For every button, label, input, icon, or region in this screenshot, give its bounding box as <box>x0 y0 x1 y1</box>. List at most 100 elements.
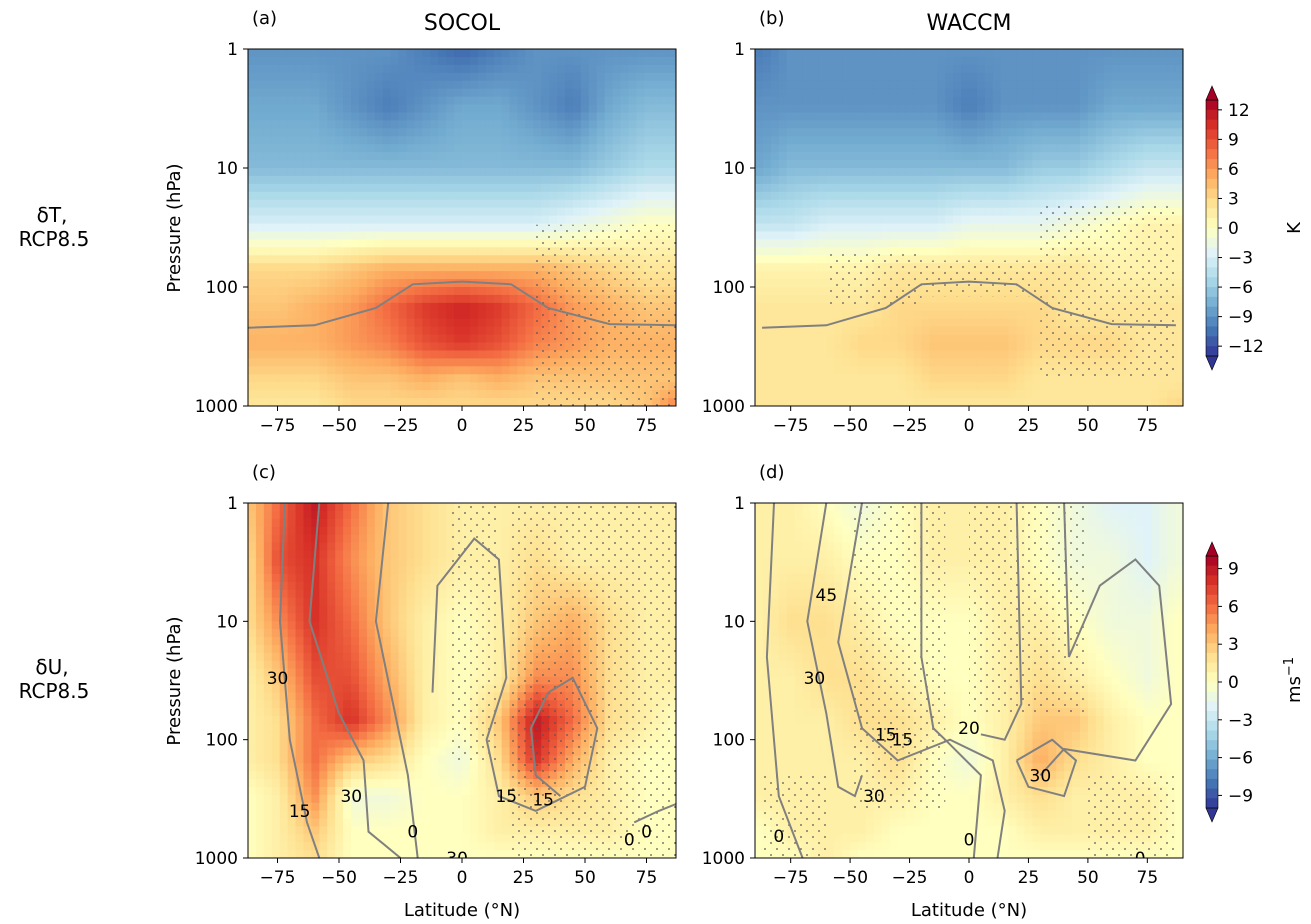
row-label-dT-line1: δT, <box>37 203 68 227</box>
contour-label: 15 <box>495 787 517 807</box>
y-tick-label: 100 <box>713 731 745 751</box>
row-label-dT-line2: RCP8.5 <box>19 227 90 251</box>
x-tick-label: 0 <box>964 416 975 436</box>
row-label-dU-line2: RCP8.5 <box>19 679 90 703</box>
contour-label: 0 <box>1135 849 1146 869</box>
contour-label: 15 <box>875 725 897 745</box>
x-tick-label: −75 <box>260 868 296 888</box>
colorbar-extend-max <box>1205 541 1219 557</box>
x-tick-label: 25 <box>513 416 535 436</box>
tropopause-contour <box>762 280 1176 329</box>
jet-contour <box>308 503 402 858</box>
contour-label: 15 <box>892 731 914 751</box>
colorbar-tick-label: 0 <box>1228 219 1239 239</box>
y-tick-label: 1000 <box>702 849 745 869</box>
contour-label: 0 <box>624 831 635 851</box>
jet-contour <box>374 503 419 858</box>
colorbar-tick-label: 9 <box>1228 130 1239 150</box>
y-tick-label: 1 <box>734 494 745 514</box>
x-tick-label: 50 <box>574 868 596 888</box>
panel-b: −75 −50 −25 0 25 50 75 1 10 100 1000 <box>702 40 1184 436</box>
y-tick-label: 1000 <box>195 849 238 869</box>
contour-label: 0 <box>407 823 418 843</box>
colorbar-extend-max <box>1205 85 1219 101</box>
colorbar-unit-K: K <box>1284 221 1305 234</box>
x-tick-label: −25 <box>383 868 419 888</box>
colorbar-tick-label: −9 <box>1228 786 1253 806</box>
x-tick-label: 75 <box>1137 868 1159 888</box>
x-tick-label: −25 <box>892 416 928 436</box>
colorbar-tick-label: 9 <box>1228 560 1239 580</box>
stippling-region <box>1040 203 1176 380</box>
x-tick-label: 50 <box>1077 868 1099 888</box>
stippling-region <box>762 775 827 858</box>
y-tick-label: 1 <box>734 40 745 60</box>
colorbar-extend-min <box>1205 355 1219 371</box>
title-socol: SOCOL <box>424 11 501 36</box>
contour-label: 20 <box>958 719 980 739</box>
row-label-dU-line1: δU, <box>35 655 68 679</box>
y-tick-label: 10 <box>723 612 745 632</box>
jet-contour <box>806 503 863 798</box>
panel-a: −75 −50 −25 0 25 50 75 1 10 100 1000 <box>195 40 677 436</box>
y-tick-label: 10 <box>216 159 238 179</box>
x-tick-label: −50 <box>321 868 357 888</box>
x-tick-label: −50 <box>832 416 868 436</box>
y-tick-label: 1000 <box>195 397 238 417</box>
panel-label-b: (b) <box>759 8 784 29</box>
y-tick-label: 10 <box>216 612 238 632</box>
y-tick-label: 100 <box>206 731 238 751</box>
contour-label: 15 <box>289 802 311 822</box>
y-tick-label: 1000 <box>702 397 745 417</box>
x-tick-label: 50 <box>1077 416 1099 436</box>
panel-label-d: (d) <box>759 462 784 483</box>
ylabel-bottom: Pressure (hPa) <box>164 616 185 745</box>
colorbar-tick-label: 6 <box>1228 597 1239 617</box>
contour-label: 0 <box>773 827 784 847</box>
colorbar-tick-label: 3 <box>1228 635 1239 655</box>
x-tick-label: 0 <box>457 868 468 888</box>
stippling-region <box>449 503 499 761</box>
colorbar-1: 9 6 3 0 −3 −6 −9 <box>1205 541 1253 823</box>
ylabel-top: Pressure (hPa) <box>164 163 185 292</box>
colorbar-tick-label: −6 <box>1228 749 1253 769</box>
x-tick-label: 25 <box>1018 416 1040 436</box>
y-tick-label: 1 <box>227 40 238 60</box>
y-tick-label: 10 <box>723 159 745 179</box>
jet-contour <box>837 503 1006 858</box>
stippling-region <box>850 503 946 811</box>
x-tick-label: 75 <box>636 868 658 888</box>
contour-label: 30 <box>267 669 289 689</box>
contour-label: 30 <box>863 787 885 807</box>
colorbar-tick-label: −3 <box>1228 249 1253 269</box>
stippling-region <box>1087 775 1176 858</box>
x-tick-label: 75 <box>636 416 658 436</box>
panel-d: 45 30 15 20 15 30 30 0 0 0 −75 −50 −25 0 25 50 75 1 10 100 1… <box>702 494 1184 888</box>
x-tick-label: −25 <box>383 416 419 436</box>
contour-label: 30 <box>1030 766 1052 786</box>
jet-contour <box>1039 503 1173 776</box>
jet-contour <box>920 503 982 858</box>
jet-contour <box>278 503 321 858</box>
colorbar-extend-min <box>1205 807 1219 823</box>
x-tick-label: 0 <box>457 416 468 436</box>
colorbar-tick-label: 12 <box>1228 101 1250 121</box>
y-tick-label: 1 <box>227 494 238 514</box>
x-tick-label: −50 <box>832 868 868 888</box>
contour-label: 30 <box>340 787 362 807</box>
tropopause-contour <box>248 280 676 329</box>
jet-contour <box>980 503 1023 741</box>
x-tick-label: −50 <box>321 416 357 436</box>
colorbars-layer: 12 9 6 3 0 −3 −6 −9 −12 9 6 3 0 −3 −6 −9 <box>1205 85 1264 823</box>
contour-label: 30 <box>446 849 468 869</box>
contour-label: 30 <box>804 669 826 689</box>
colorbar-tick-label: 0 <box>1228 673 1239 693</box>
colorbar-tick-label: −6 <box>1228 278 1253 298</box>
panel-label-a: (a) <box>252 8 277 29</box>
x-tick-label: −75 <box>260 416 296 436</box>
stippling-region <box>921 260 1041 297</box>
jet-contour <box>431 537 599 812</box>
